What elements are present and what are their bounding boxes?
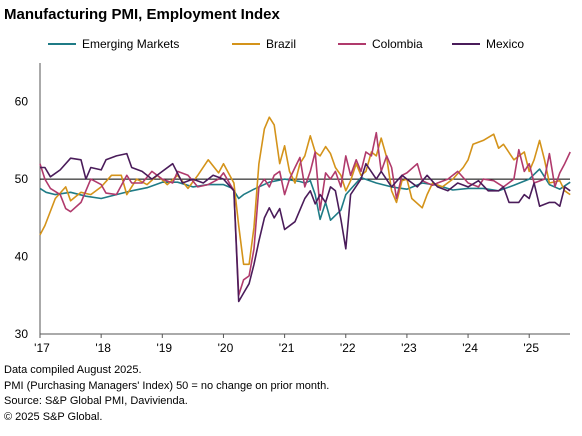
y-tick-label: 60 xyxy=(15,95,29,109)
x-tick-label: '23 xyxy=(401,341,417,355)
legend-label: Emerging Markets xyxy=(82,37,180,51)
legend-label: Colombia xyxy=(372,37,423,51)
legend-item: Emerging Markets xyxy=(48,37,179,51)
y-tick-label: 50 xyxy=(15,172,29,186)
chart-title: Manufacturing PMI, Employment Index xyxy=(4,6,280,23)
x-tick-label: '18 xyxy=(95,341,111,355)
legend-item: Colombia xyxy=(338,37,423,51)
legend-swatch xyxy=(48,43,76,45)
x-tick-label: '21 xyxy=(279,341,295,355)
legend-label: Mexico xyxy=(486,37,525,51)
y-tick-label: 30 xyxy=(15,327,29,341)
series-line-colombia xyxy=(39,131,571,297)
footnote-source: Source: S&P Global PMI, Davivienda. xyxy=(4,395,188,407)
legend-swatch xyxy=(338,43,366,45)
series-line-mexico xyxy=(40,152,571,303)
legend-swatch xyxy=(232,43,260,45)
y-tick-label: 40 xyxy=(15,250,29,264)
x-tick-label: '17 xyxy=(34,341,50,355)
footnote-data-compiled: Data compiled August 2025. xyxy=(4,364,142,376)
x-tick-label: '25 xyxy=(523,341,539,355)
legend: Emerging Markets Brazil Colombia Mexico xyxy=(48,37,578,51)
legend-item: Mexico xyxy=(452,37,524,51)
footnotes: Data compiled August 2025. PMI (Purchasi… xyxy=(4,363,329,425)
legend-swatch xyxy=(452,43,480,45)
x-tick-label: '24 xyxy=(462,341,478,355)
x-tick-label: '20 xyxy=(218,341,234,355)
x-tick-label: '19 xyxy=(156,341,172,355)
footnote-copyright: © 2025 S&P Global. xyxy=(4,410,103,423)
x-tick-label: '22 xyxy=(340,341,356,355)
series-line-emerging-markets xyxy=(39,168,571,221)
legend-label: Brazil xyxy=(266,37,297,51)
footnote-pmi-definition: PMI (Purchasing Managers' Index) 50 = no… xyxy=(4,379,330,392)
legend-item: Brazil xyxy=(232,37,296,51)
